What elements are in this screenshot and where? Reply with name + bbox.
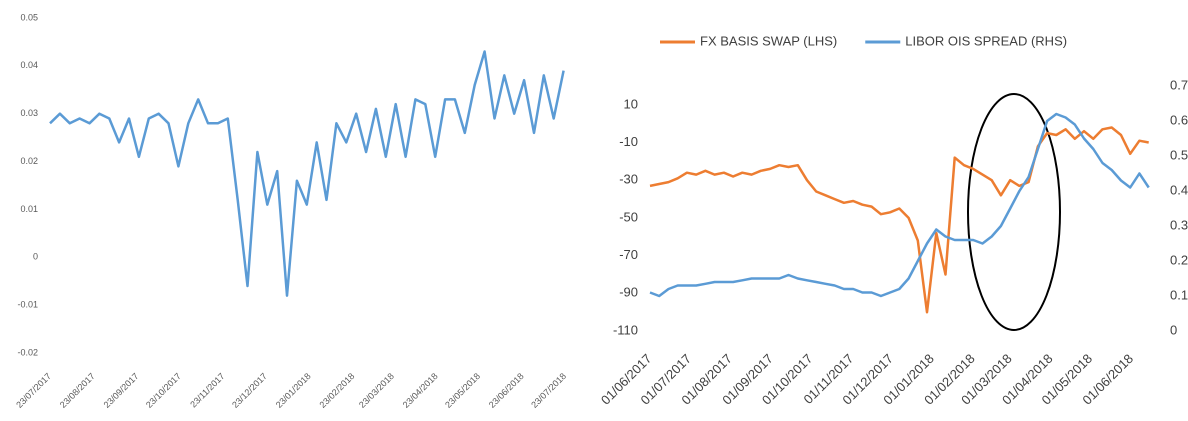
y2-tick-label: 0.5	[1170, 147, 1188, 162]
y-tick-label: -70	[619, 247, 638, 262]
right-chart: -110 -90 -70 -50 -30 -10 10 0 0.1 0.2 0.3 0.4 0.5 0.6…	[598, 33, 1188, 407]
y2-tick-label: 0.1	[1170, 287, 1188, 302]
legend-label: FX BASIS SWAP (LHS)	[700, 33, 837, 48]
data-line	[649, 112, 1150, 298]
y-tick-label: 0.05	[20, 12, 38, 22]
y-tick-label: -30	[619, 172, 638, 187]
legend-label: LIBOR OIS SPREAD (RHS)	[905, 33, 1067, 48]
y2-tick-label: 0.6	[1170, 112, 1188, 127]
x-tick-label: 23/01/2018	[274, 371, 313, 410]
data-line	[649, 126, 1149, 314]
x-tick-label: 23/10/2017	[144, 371, 183, 410]
data-line	[49, 50, 565, 297]
x-tick-label: 23/05/2018	[443, 371, 482, 410]
y-tick-label: 0.02	[20, 156, 38, 166]
x-tick-label: 23/02/2018	[318, 371, 357, 410]
y-tick-label: -50	[619, 209, 638, 224]
y-tick-label: -0.02	[17, 347, 38, 357]
x-tick-label: 23/07/2018	[529, 371, 568, 410]
y-tick-label: 0.04	[20, 60, 38, 70]
x-tick-label: 23/06/2018	[487, 371, 526, 410]
x-tick-label: 23/11/2017	[188, 371, 226, 409]
x-tick-label: 23/08/2017	[58, 371, 97, 410]
left-chart: -0.02 -0.01 0 0.01 0.02 0.03 0.04 0.05 23/07/201…	[14, 12, 568, 410]
y-tick-label: 0.03	[20, 108, 38, 118]
y2-tick-label: 0.7	[1170, 77, 1188, 92]
y-tick-label: -110	[613, 322, 638, 337]
x-tick-label: 23/04/2018	[401, 371, 440, 410]
x-tick-label: 23/07/2017	[14, 371, 53, 410]
x-tick-label: 23/09/2017	[102, 371, 141, 410]
y-tick-label: -10	[619, 134, 638, 149]
y-tick-label: 0.01	[20, 204, 38, 214]
y-tick-label: 0	[33, 252, 38, 262]
y-tick-label: 10	[624, 96, 638, 111]
y2-tick-label: 0.3	[1170, 217, 1188, 232]
x-tick-label: 23/12/2017	[230, 371, 269, 410]
y2-tick-label: 0.2	[1170, 252, 1188, 267]
y-tick-label: -0.01	[17, 300, 38, 310]
y2-tick-label: 0.4	[1170, 182, 1188, 197]
x-tick-label: 23/03/2018	[357, 371, 396, 410]
y-tick-label: -90	[619, 285, 638, 300]
y2-tick-label: 0	[1170, 322, 1177, 337]
highlight-ellipse	[967, 93, 1061, 331]
